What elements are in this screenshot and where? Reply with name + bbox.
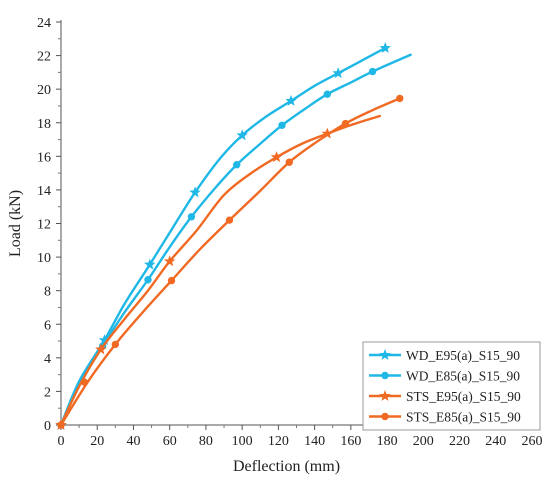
x-tick-label: 40: [126, 434, 140, 449]
data-point-marker: [233, 161, 241, 169]
data-point-marker: [379, 41, 392, 53]
legend-item-3: STS_E95(a)_S15_90: [369, 389, 521, 404]
data-point-marker: [95, 343, 107, 355]
x-tick-label: 200: [413, 434, 434, 449]
x-tick-label: 160: [340, 434, 361, 449]
data-point-marker: [189, 186, 201, 198]
x-tick-label: 220: [449, 434, 470, 449]
y-tick-label: 14: [37, 184, 51, 199]
legend-label: WD_E95(a)_S15_90: [406, 348, 520, 363]
series-4: [57, 94, 404, 429]
data-point-marker: [187, 213, 196, 221]
y-tick-label: 20: [37, 83, 51, 98]
x-tick-label: 20: [90, 434, 104, 449]
legend-item-4: STS_E85(a)_S15_90: [369, 410, 521, 425]
y-tick-label: 22: [37, 50, 51, 65]
series-line: [59, 53, 412, 427]
y-tick-label: 8: [44, 285, 51, 300]
x-tick-label: 140: [304, 434, 325, 449]
data-point-marker: [167, 276, 176, 285]
legend-label: STS_E95(a)_S15_90: [406, 389, 521, 404]
data-point-marker: [332, 67, 344, 79]
data-point-marker: [225, 216, 234, 224]
y-tick-label: 4: [44, 352, 51, 367]
x-tick-label: 120: [268, 434, 289, 449]
series-3: [55, 114, 382, 430]
data-point-marker: [144, 258, 156, 270]
data-point-marker: [111, 340, 120, 349]
data-point-marker: [163, 255, 176, 267]
x-tick-label: 100: [232, 434, 253, 449]
data-point-marker: [341, 119, 350, 128]
y-tick-label: 10: [37, 251, 51, 266]
y-axis-title: Load (kN): [7, 190, 24, 257]
data-point-marker: [323, 90, 331, 98]
x-tick-label: 240: [485, 434, 506, 449]
legend-label: WD_E85(a)_S15_90: [406, 369, 520, 384]
series-line: [59, 114, 382, 427]
data-point-marker: [80, 378, 89, 386]
series-1: [55, 41, 392, 430]
x-tick-label: 60: [163, 434, 177, 449]
data-point-marker: [278, 121, 286, 129]
y-tick-label: 16: [37, 150, 51, 165]
legend-marker: [381, 412, 389, 421]
legend-item-2: WD_E85(a)_S15_90: [369, 369, 520, 384]
x-tick-label: 80: [199, 434, 213, 449]
legend-marker: [381, 371, 389, 380]
data-point-marker: [270, 151, 283, 163]
series-2: [57, 53, 412, 429]
legend-marker: [379, 348, 391, 360]
legend: WD_E95(a)_S15_90 WD_E85(a)_S15_90 STS_E95(…: [362, 341, 541, 431]
y-tick-label: 2: [44, 385, 51, 400]
x-tick-label: 260: [522, 434, 543, 449]
y-tick-label: 6: [44, 318, 51, 333]
data-point-marker: [144, 276, 152, 284]
data-point-marker: [57, 421, 65, 429]
data-point-marker: [285, 158, 293, 166]
series-layer: [55, 41, 412, 430]
axes-layer: 0 20 40 60 80 100 120 140 160 180 200 220 240 2600246…: [37, 16, 543, 449]
legend-item-1: WD_E95(a)_S15_90: [369, 348, 520, 363]
data-point-marker: [236, 129, 248, 141]
x-tick-label: 0: [58, 434, 65, 449]
legend-label: STS_E85(a)_S15_90: [406, 410, 521, 425]
series-line: [59, 46, 387, 427]
x-tick-label: 180: [377, 434, 398, 449]
y-tick-label: 12: [37, 218, 51, 233]
y-tick-label: 24: [37, 16, 51, 31]
data-point-marker: [396, 94, 404, 103]
legend-marker: [379, 389, 391, 401]
data-point-marker: [368, 67, 377, 76]
data-point-marker: [285, 94, 297, 106]
y-tick-label: 18: [37, 117, 51, 132]
y-tick-label: 0: [44, 419, 51, 434]
x-axis-title: Deflection (mm): [233, 458, 340, 475]
